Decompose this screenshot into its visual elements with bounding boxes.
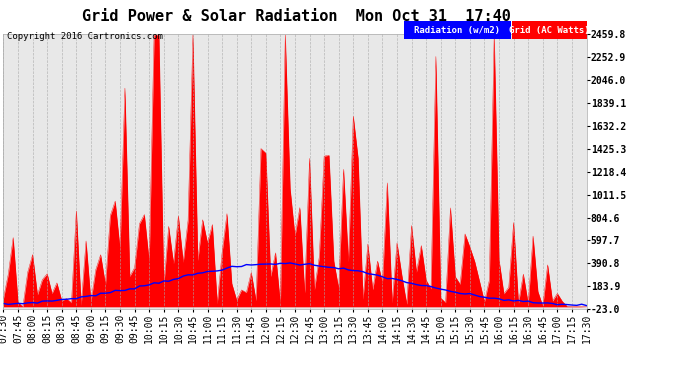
Text: Grid Power & Solar Radiation  Mon Oct 31  17:40: Grid Power & Solar Radiation Mon Oct 31 … [82,9,511,24]
Text: Grid (AC Watts): Grid (AC Watts) [509,26,589,35]
Text: Radiation (w/m2): Radiation (w/m2) [414,26,500,35]
Text: Copyright 2016 Cartronics.com: Copyright 2016 Cartronics.com [7,32,163,41]
